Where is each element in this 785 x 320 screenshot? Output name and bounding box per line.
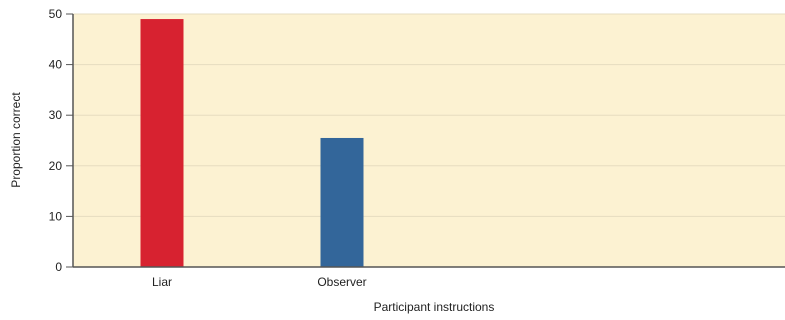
x-tick-label: Observer: [317, 275, 366, 289]
axes: [72, 14, 785, 268]
y-tick-label: 10: [49, 209, 63, 223]
y-tick-label: 20: [49, 159, 63, 173]
bar-observer: [320, 137, 364, 267]
y-tick-label: 0: [55, 260, 62, 274]
x-ticks: Liar Observer: [152, 275, 367, 289]
plot-background: [73, 14, 785, 267]
x-axis-title: Participant instructions: [374, 300, 495, 314]
bar-liar: [140, 19, 184, 268]
bars: [140, 19, 364, 268]
y-tick-label: 50: [49, 7, 63, 21]
y-tick-label: 40: [49, 58, 63, 72]
y-ticks: 0 10 20 30 40 50: [49, 7, 73, 274]
gridlines: [73, 13, 785, 217]
y-axis-title: Proportion correct: [9, 92, 23, 188]
x-tick-label: Liar: [152, 275, 172, 289]
y-tick-label: 30: [49, 108, 63, 122]
